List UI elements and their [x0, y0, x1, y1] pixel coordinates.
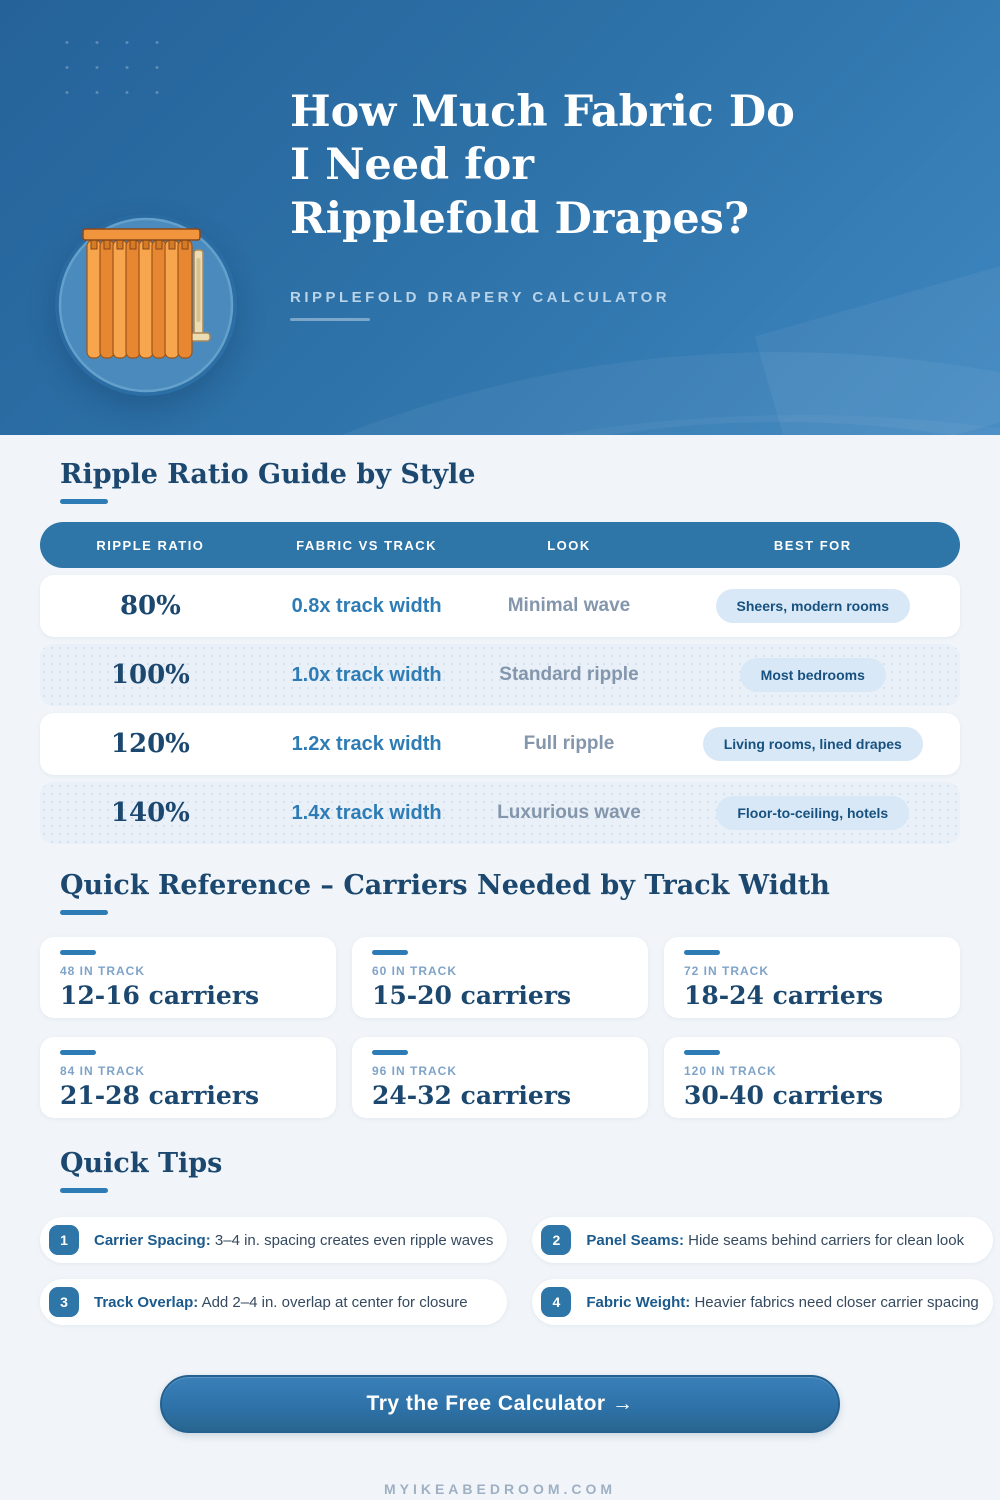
page-title: How Much Fabric Do I Need for Ripplefold… — [290, 86, 950, 246]
tip-item: 1 Carrier Spacing: 3–4 in. spacing creat… — [40, 1217, 508, 1263]
tip-label: Panel Seams: — [586, 1231, 684, 1249]
reference-card: 60 IN TRACK 15-20 carriers — [352, 937, 648, 1018]
tip-number-badge: 2 — [541, 1225, 572, 1255]
tip-number-badge: 4 — [541, 1287, 572, 1317]
track-width-label: 72 IN TRACK — [684, 964, 770, 978]
reference-card: 120 IN TRACK 30-40 carriers — [664, 1037, 960, 1118]
tip-text: Track Overlap: Add 2–4 in. overlap at ce… — [94, 1294, 468, 1311]
tip-body: Hide seams behind carriers for clean loo… — [688, 1231, 965, 1249]
ratio-cell: 80% — [119, 591, 181, 621]
look-cell: Luxurious wave — [497, 802, 641, 823]
tip-body: Add 2–4 in. overlap at center for closur… — [201, 1293, 468, 1311]
track-width-label: 84 IN TRACK — [60, 1064, 146, 1078]
quick-tips-header: Quick Tips — [60, 1148, 960, 1193]
column-header: RIPPLE RATIO — [96, 537, 205, 553]
tip-number-badge: 1 — [49, 1225, 79, 1255]
column-header: FABRIC VS TRACK — [296, 537, 438, 553]
section-underline — [60, 499, 108, 504]
track-width-label: 48 IN TRACK — [60, 964, 146, 978]
reference-card: 96 IN TRACK 24-32 carriers — [352, 1037, 648, 1118]
card-accent-bar — [60, 950, 96, 955]
ratio-table: RIPPLE RATIO FABRIC VS TRACK LOOK BEST F… — [40, 522, 960, 844]
best-for-badge: Floor-to-ceiling, hotels — [716, 796, 910, 830]
reference-card: 72 IN TRACK 18-24 carriers — [664, 937, 960, 1018]
page-subtitle: RIPPLEFOLD DRAPERY CALCULATOR — [290, 289, 671, 306]
best-for-badge: Most bedrooms — [739, 658, 886, 692]
carriers-value: 21-28 carriers — [60, 1081, 260, 1110]
column-header: LOOK — [547, 537, 591, 553]
carriers-value: 30-40 carriers — [684, 1081, 884, 1110]
ratio-cell: 140% — [110, 798, 190, 828]
card-accent-bar — [684, 1050, 720, 1055]
carriers-value: 12-16 carriers — [60, 981, 260, 1010]
table-row: 120% 1.2x track width Full ripple Living… — [40, 713, 960, 775]
ratio-section-title: Ripple Ratio Guide by Style — [60, 459, 476, 490]
column-header: BEST FOR — [773, 537, 852, 553]
card-accent-bar — [372, 1050, 408, 1055]
tip-text: Carrier Spacing: 3–4 in. spacing creates… — [94, 1232, 493, 1249]
card-accent-bar — [60, 1050, 96, 1055]
reference-card: 84 IN TRACK 21-28 carriers — [40, 1037, 336, 1118]
fabric-cell: 0.8x track width — [291, 594, 442, 617]
track-width-label: 96 IN TRACK — [372, 1064, 458, 1078]
ratio-cell: 100% — [110, 660, 190, 690]
track-width-label: 60 IN TRACK — [372, 964, 458, 978]
section-underline — [60, 910, 108, 915]
page-title-line: Ripplefold Drapes? — [290, 193, 750, 244]
carriers-value: 18-24 carriers — [684, 981, 884, 1010]
tip-label: Track Overlap: — [94, 1293, 199, 1311]
tip-label: Fabric Weight: — [586, 1293, 691, 1311]
look-cell: Standard ripple — [499, 664, 639, 685]
table-row: 80% 0.8x track width Minimal wave Sheers… — [40, 575, 960, 637]
look-cell: Minimal wave — [507, 595, 631, 616]
best-for-badge: Living rooms, lined drapes — [702, 727, 923, 761]
carriers-value: 15-20 carriers — [372, 981, 572, 1010]
best-for-badge: Sheers, modern rooms — [715, 589, 911, 623]
reference-card-grid: 48 IN TRACK 12-16 carriers 60 IN TRACK 1… — [40, 937, 960, 1118]
reference-card: 48 IN TRACK 12-16 carriers — [40, 937, 336, 1018]
table-row: 140% 1.4x track width Luxurious wave Flo… — [40, 782, 960, 844]
hero-header: How Much Fabric Do I Need for Ripplefold… — [0, 0, 1000, 435]
tips-grid: 1 Carrier Spacing: 3–4 in. spacing creat… — [40, 1217, 993, 1325]
fabric-cell: 1.0x track width — [291, 663, 442, 686]
carriers-value: 24-32 carriers — [372, 1081, 572, 1110]
tip-body: Heavier fabrics need closer carrier spac… — [694, 1293, 979, 1311]
curtain-icon — [58, 217, 234, 393]
fabric-cell: 1.4x track width — [291, 801, 442, 824]
card-accent-bar — [372, 950, 408, 955]
look-cell: Full ripple — [523, 733, 615, 754]
decorative-patch — [754, 259, 1000, 435]
tip-text: Panel Seams: Hide seams behind carriers … — [586, 1232, 964, 1249]
section-underline — [60, 1188, 108, 1193]
tip-item: 4 Fabric Weight: Heavier fabrics need cl… — [532, 1279, 993, 1325]
ratio-cell: 120% — [110, 729, 190, 759]
tip-body: 3–4 in. spacing creates even ripple wave… — [214, 1231, 494, 1249]
subtitle-underline — [290, 318, 370, 321]
fabric-cell: 1.2x track width — [291, 732, 442, 755]
tip-item: 2 Panel Seams: Hide seams behind carrier… — [532, 1217, 993, 1263]
decorative-dots — [52, 30, 177, 102]
tip-label: Carrier Spacing: — [94, 1231, 211, 1249]
main-content: Ripple Ratio Guide by Style RIPPLE RATIO… — [0, 435, 1000, 1497]
page-title-line: I Need for — [290, 140, 534, 191]
tip-number-badge: 3 — [49, 1287, 79, 1317]
quick-reference-title: Quick Reference – Carriers Needed by Tra… — [60, 870, 830, 901]
table-row: 100% 1.0x track width Standard ripple Mo… — [40, 644, 960, 706]
page-title-line: How Much Fabric Do — [290, 87, 795, 137]
tip-text: Fabric Weight: Heavier fabrics need clos… — [586, 1294, 978, 1311]
site-footer: MYIKEABEDROOM.COM — [383, 1481, 617, 1497]
quick-tips-title: Quick Tips — [60, 1148, 223, 1179]
try-calculator-button[interactable]: Try the Free Calculator → — [160, 1375, 840, 1433]
curtain-illustration — [55, 214, 237, 396]
quick-reference-header: Quick Reference – Carriers Needed by Tra… — [60, 870, 960, 915]
table-header-row: RIPPLE RATIO FABRIC VS TRACK LOOK BEST F… — [40, 522, 960, 568]
ratio-section-header: Ripple Ratio Guide by Style — [60, 459, 960, 504]
track-width-label: 120 IN TRACK — [684, 1064, 777, 1078]
tip-item: 3 Track Overlap: Add 2–4 in. overlap at … — [40, 1279, 508, 1325]
card-accent-bar — [684, 950, 720, 955]
